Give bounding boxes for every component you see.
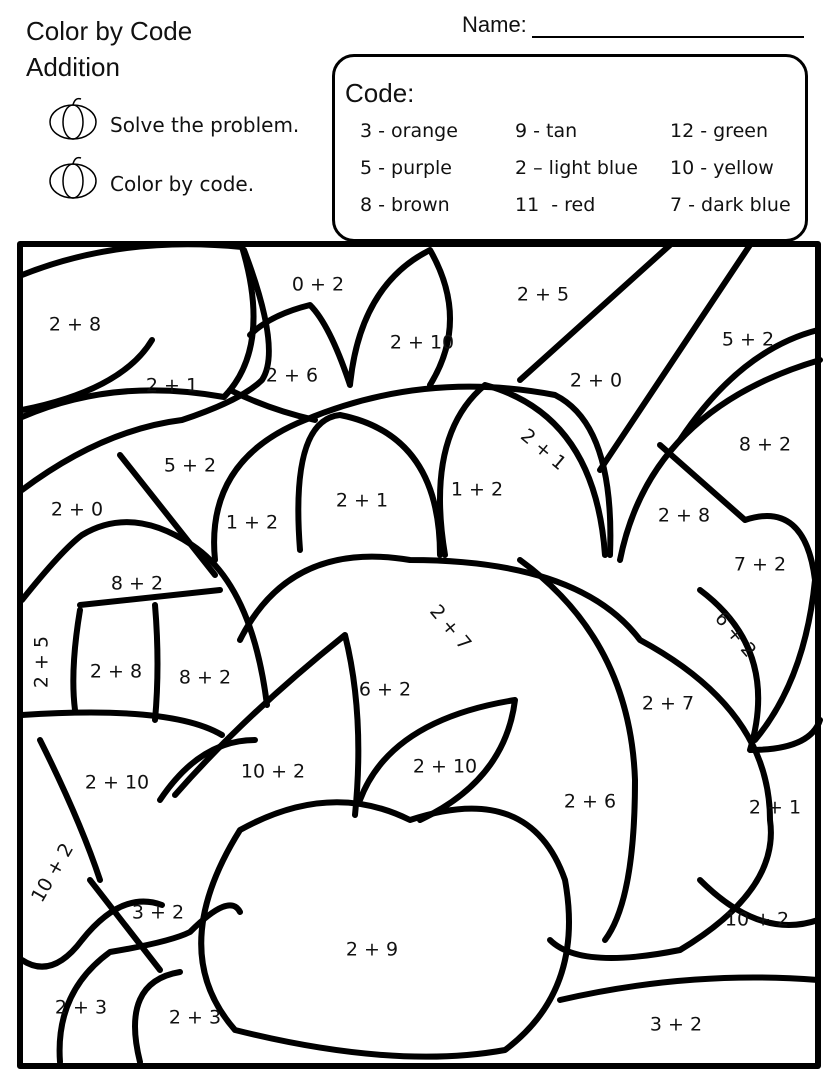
code-entry: 8 - brown <box>360 194 450 216</box>
problem: 2 + 3 <box>169 1007 221 1029</box>
problem: 2 + 1 <box>146 375 198 397</box>
problem: 7 + 2 <box>734 554 786 576</box>
problem: 10 + 2 <box>241 761 305 783</box>
title: Color by Code <box>26 16 193 46</box>
problem: 2 + 7 <box>425 601 475 655</box>
code-entry: 3 - orange <box>360 120 458 142</box>
problem: 2 + 1 <box>749 797 801 819</box>
name-label: Name: <box>462 12 527 37</box>
problem: 2 + 5 <box>31 636 53 688</box>
code-title: Code: <box>345 78 415 108</box>
problem: 3 + 2 <box>650 1014 702 1036</box>
code-box <box>332 54 808 242</box>
problem: 6 + 2 <box>710 608 760 662</box>
problem: 1 + 2 <box>226 512 278 534</box>
code-entry: 11 - red <box>515 194 596 216</box>
problem: 2 + 0 <box>51 499 103 521</box>
problem: 2 + 5 <box>517 284 569 306</box>
problem: 2 + 6 <box>266 365 318 387</box>
code-entry: 9 - tan <box>515 120 578 142</box>
problem: 2 + 0 <box>570 370 622 392</box>
problem: 2 + 8 <box>90 661 142 683</box>
outlines <box>19 241 823 1065</box>
problem: 0 + 2 <box>292 274 344 296</box>
pumpkin-icons <box>49 97 97 199</box>
problem: 2 + 1 <box>336 490 388 512</box>
code-entry: 2 – light blue <box>515 157 638 179</box>
instruction: Color by code. <box>110 172 255 196</box>
code-entry: 12 - green <box>670 120 768 142</box>
instruction: Solve the problem. <box>110 113 300 137</box>
title: Addition <box>26 52 120 82</box>
problem: 10 + 2 <box>27 839 78 906</box>
problem: 2 + 6 <box>564 791 616 813</box>
problem: 8 + 2 <box>739 434 791 456</box>
code-entry: 7 - dark blue <box>670 194 791 216</box>
name-line <box>532 36 804 38</box>
problem: 6 + 2 <box>359 679 411 701</box>
code-entry: 5 - purple <box>360 157 452 179</box>
problem: 2 + 9 <box>346 939 398 961</box>
problem: 2 + 8 <box>658 505 710 527</box>
problem: 1 + 2 <box>451 479 503 501</box>
problem: 8 + 2 <box>111 573 163 595</box>
problem: 5 + 2 <box>722 329 774 351</box>
problem: 3 + 2 <box>132 902 184 924</box>
code-entry: 10 - yellow <box>670 157 774 179</box>
problem: 2 + 3 <box>55 997 107 1019</box>
problem: 2 + 8 <box>49 314 101 336</box>
problem: 5 + 2 <box>164 455 216 477</box>
problem: 2 + 10 <box>390 332 454 354</box>
problem: 10 + 2 <box>725 909 789 931</box>
problem: 2 + 10 <box>413 756 477 778</box>
problem: 8 + 2 <box>179 667 231 689</box>
problem: 2 + 10 <box>85 772 149 794</box>
frame <box>17 241 821 1069</box>
problem: 2 + 7 <box>642 693 694 715</box>
